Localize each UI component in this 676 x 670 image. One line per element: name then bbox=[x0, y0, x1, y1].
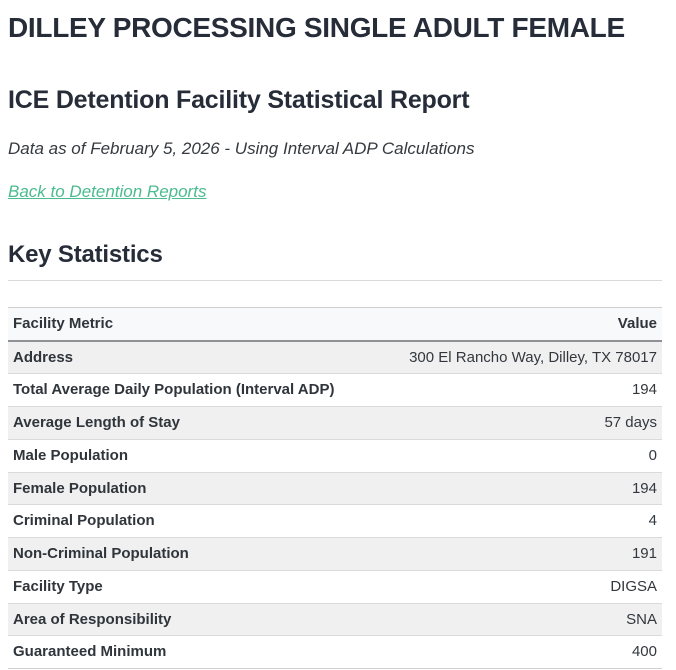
key-statistics-table-body: Address 300 El Rancho Way, Dilley, TX 780… bbox=[8, 340, 662, 670]
value-cell: 0 bbox=[375, 439, 662, 473]
table-row: Address 300 El Rancho Way, Dilley, TX 780… bbox=[8, 340, 662, 375]
report-subtitle: ICE Detention Facility Statistical Repor… bbox=[8, 86, 470, 115]
metric-cell: Male Population bbox=[8, 439, 376, 473]
value-cell: 191 bbox=[375, 537, 662, 571]
value-cell: 4 bbox=[375, 504, 662, 539]
value-cell: 400 bbox=[375, 635, 662, 670]
data-as-of-note: Data as of February 5, 2026 - Using Inte… bbox=[8, 139, 475, 159]
page-title: DILLEY PROCESSING SINGLE ADULT FEMALE bbox=[8, 12, 625, 43]
column-header-facility-metric: Facility Metric bbox=[8, 306, 376, 342]
table-row: Female Population 194 bbox=[8, 472, 662, 506]
value-cell: 194 bbox=[375, 472, 662, 506]
table-row: Area of Responsibility SNA bbox=[8, 603, 662, 637]
metric-cell: Criminal Population bbox=[8, 504, 376, 539]
key-statistics-table-header: Facility Metric Value bbox=[8, 306, 662, 342]
metric-cell: Total Average Daily Population (Interval… bbox=[8, 373, 376, 408]
metric-cell: Female Population bbox=[8, 472, 376, 506]
table-row: Total Average Daily Population (Interval… bbox=[8, 373, 662, 408]
back-to-detention-reports-link[interactable]: Back to Detention Reports bbox=[8, 181, 207, 201]
metric-cell: Facility Type bbox=[8, 570, 376, 604]
key-statistics-table: Facility Metric Value Address 300 El Ranc… bbox=[8, 306, 662, 670]
metric-cell: Area of Responsibility bbox=[8, 603, 376, 637]
value-cell: 57 days bbox=[375, 406, 662, 440]
metric-cell: Non-Criminal Population bbox=[8, 537, 376, 571]
section-heading-key-statistics: Key Statistics bbox=[8, 240, 163, 268]
column-header-value: Value bbox=[375, 306, 662, 342]
table-row: Guaranteed Minimum 400 bbox=[8, 635, 662, 670]
report-page: DILLEY PROCESSING SINGLE ADULT FEMALE IC… bbox=[0, 12, 676, 670]
table-row: Non-Criminal Population 191 bbox=[8, 537, 662, 571]
backlink-row: Back to Detention Reports bbox=[8, 182, 662, 202]
table-row: Male Population 0 bbox=[8, 439, 662, 473]
value-cell: SNA bbox=[375, 603, 662, 637]
metric-cell: Guaranteed Minimum bbox=[8, 635, 376, 670]
table-row: Facility Type DIGSA bbox=[8, 570, 662, 604]
value-cell: 194 bbox=[375, 373, 662, 408]
metric-cell: Average Length of Stay bbox=[8, 406, 376, 440]
value-cell: 300 El Rancho Way, Dilley, TX 78017 bbox=[375, 340, 662, 375]
header-row: Facility Metric Value bbox=[8, 306, 662, 342]
value-cell: DIGSA bbox=[375, 570, 662, 604]
metric-cell: Address bbox=[8, 340, 376, 375]
table-row: Average Length of Stay 57 days bbox=[8, 406, 662, 440]
table-row: Criminal Population 4 bbox=[8, 504, 662, 539]
section-divider bbox=[8, 279, 662, 281]
